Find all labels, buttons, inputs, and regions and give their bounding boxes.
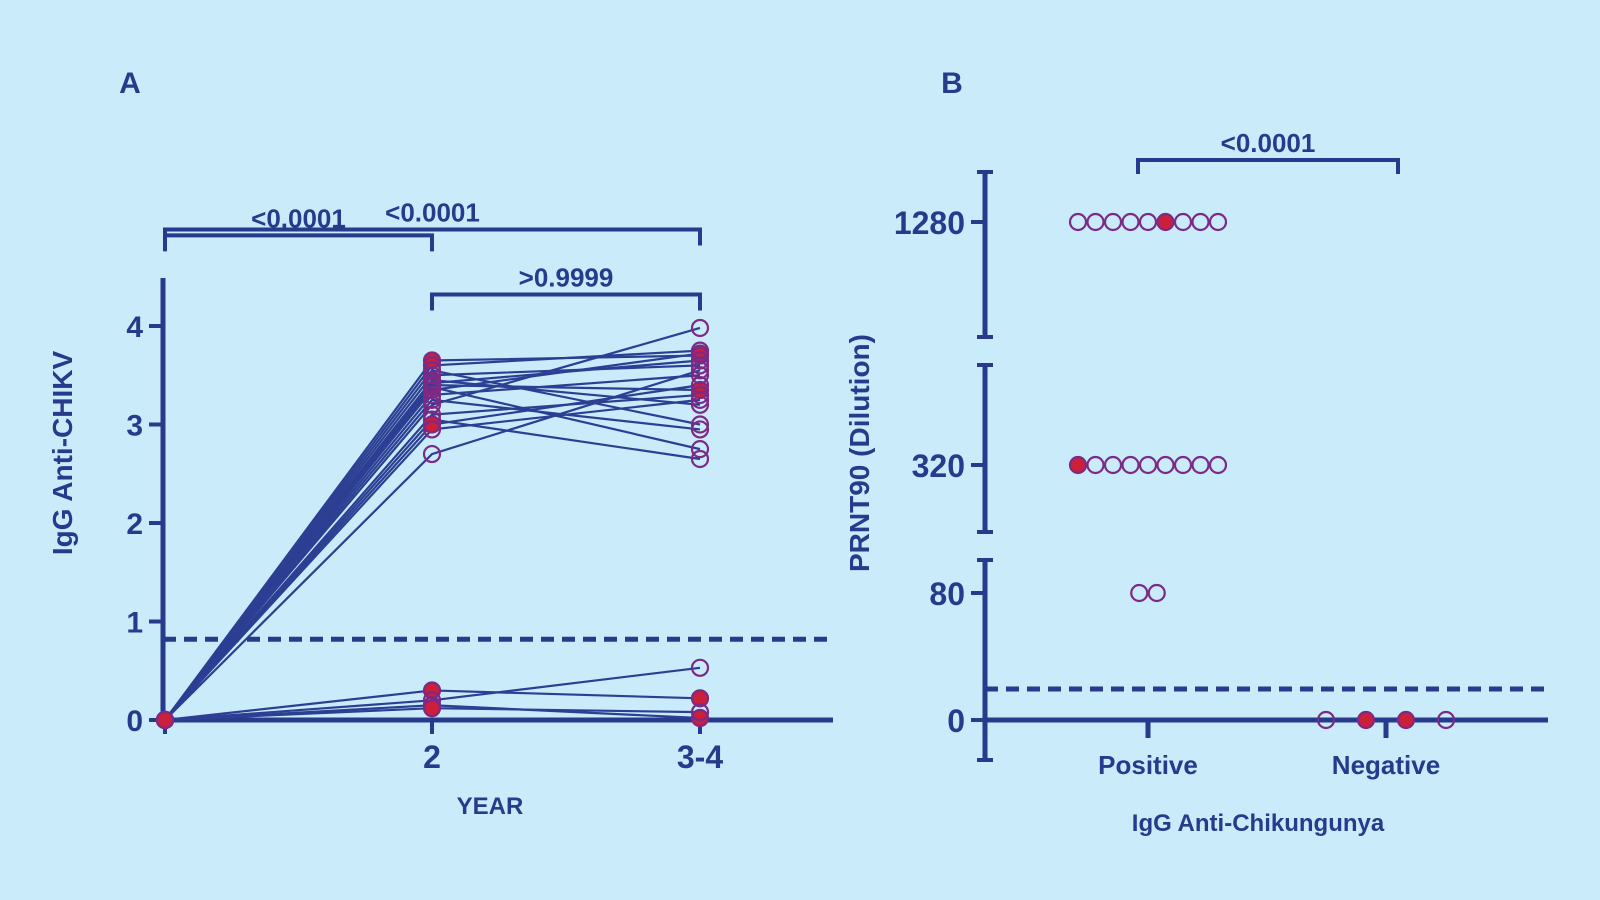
series-line	[164, 393, 701, 721]
open-marker	[1316, 710, 1336, 730]
y-tick-label: 320	[912, 448, 965, 484]
panel-b-y-axis-label: PRNT90 (Dilution)	[844, 334, 875, 572]
open-marker	[1103, 212, 1123, 232]
y-tick-label: 1280	[894, 205, 965, 241]
open-marker	[1191, 455, 1210, 475]
filled-marker	[690, 708, 710, 728]
filled-marker	[1156, 212, 1175, 232]
x-tick-label: 2	[423, 739, 441, 775]
y-tick-label: 4	[126, 311, 143, 344]
open-marker	[422, 395, 442, 414]
open-marker	[690, 318, 710, 338]
open-marker	[690, 449, 710, 469]
significance-bracket	[1136, 158, 1400, 174]
y-tick-label: 1	[126, 607, 143, 640]
p-value-label: <0.0001	[1221, 128, 1316, 158]
open-marker	[1173, 212, 1193, 232]
open-marker	[422, 385, 442, 405]
filled-marker	[690, 689, 710, 708]
open-marker	[422, 390, 442, 409]
open-marker	[690, 361, 710, 380]
x-tick-label: Positive	[1098, 750, 1198, 780]
open-marker	[690, 390, 710, 409]
y-tick-label: 0	[947, 703, 965, 739]
open-marker	[690, 420, 710, 439]
open-marker	[1208, 455, 1228, 475]
open-marker	[690, 385, 710, 405]
p-value-label: <0.0001	[385, 197, 480, 227]
panel-b-plot: 0 80 320 1280 Positive Negative <0.0001	[894, 128, 1548, 780]
panel-a-label: A	[119, 67, 141, 100]
open-marker	[422, 366, 442, 385]
x-tick-label: Negative	[1332, 750, 1440, 780]
open-marker	[1086, 212, 1105, 232]
filled-marker	[422, 699, 442, 718]
y-tick-label: 3	[126, 410, 143, 443]
series-line	[164, 418, 701, 721]
significance-bracket	[430, 292, 702, 311]
series-line	[164, 383, 701, 721]
open-marker	[1121, 212, 1140, 232]
open-marker	[690, 356, 710, 375]
open-marker	[1130, 583, 1149, 603]
open-marker	[690, 658, 710, 677]
open-marker	[422, 420, 442, 439]
open-marker	[1208, 212, 1228, 232]
open-marker	[1138, 212, 1158, 232]
series-line	[164, 384, 701, 721]
open-marker	[1121, 455, 1140, 475]
x-tick-label: 3-4	[677, 739, 723, 775]
open-marker	[1147, 583, 1166, 603]
open-marker	[1086, 455, 1105, 475]
open-marker	[1436, 710, 1456, 730]
open-marker	[422, 356, 442, 375]
open-marker	[422, 380, 442, 400]
p-value-label: >0.9999	[519, 262, 614, 292]
open-marker	[690, 440, 710, 459]
panel-a-y-axis-label: IgG Anti-CHIKV	[47, 351, 78, 556]
open-marker	[1173, 455, 1193, 475]
series-line	[164, 369, 701, 721]
panel-a-plot: 0 1 2 3 4 2 3-4 <0.0001 <0.0001 >0.9999	[126, 197, 833, 775]
open-marker	[1138, 455, 1158, 475]
significance-bracket	[163, 233, 434, 252]
open-marker	[690, 376, 710, 395]
filled-marker	[155, 710, 175, 730]
panel-b-x-axis-label: IgG Anti-Chikungunya	[1132, 810, 1385, 837]
y-tick-label: 80	[929, 576, 965, 612]
filled-marker	[1396, 710, 1416, 730]
open-marker	[422, 444, 442, 464]
open-marker	[690, 415, 710, 434]
p-value-label: <0.0001	[251, 203, 346, 233]
panel-b-label: B	[941, 67, 963, 100]
filled-marker	[422, 415, 442, 434]
open-marker	[690, 351, 710, 370]
open-marker	[690, 366, 710, 385]
panel-a-x-axis-label: YEAR	[457, 793, 524, 820]
filled-marker	[1356, 710, 1376, 730]
open-marker	[1156, 455, 1175, 475]
open-marker	[1068, 212, 1088, 232]
y-tick-label: 0	[126, 705, 143, 738]
open-marker	[690, 703, 710, 722]
open-marker	[1191, 212, 1210, 232]
series-line	[164, 326, 701, 721]
y-tick-label: 2	[126, 508, 143, 541]
filled-marker	[1068, 455, 1088, 475]
series-line	[164, 354, 701, 721]
open-marker	[1103, 455, 1123, 475]
